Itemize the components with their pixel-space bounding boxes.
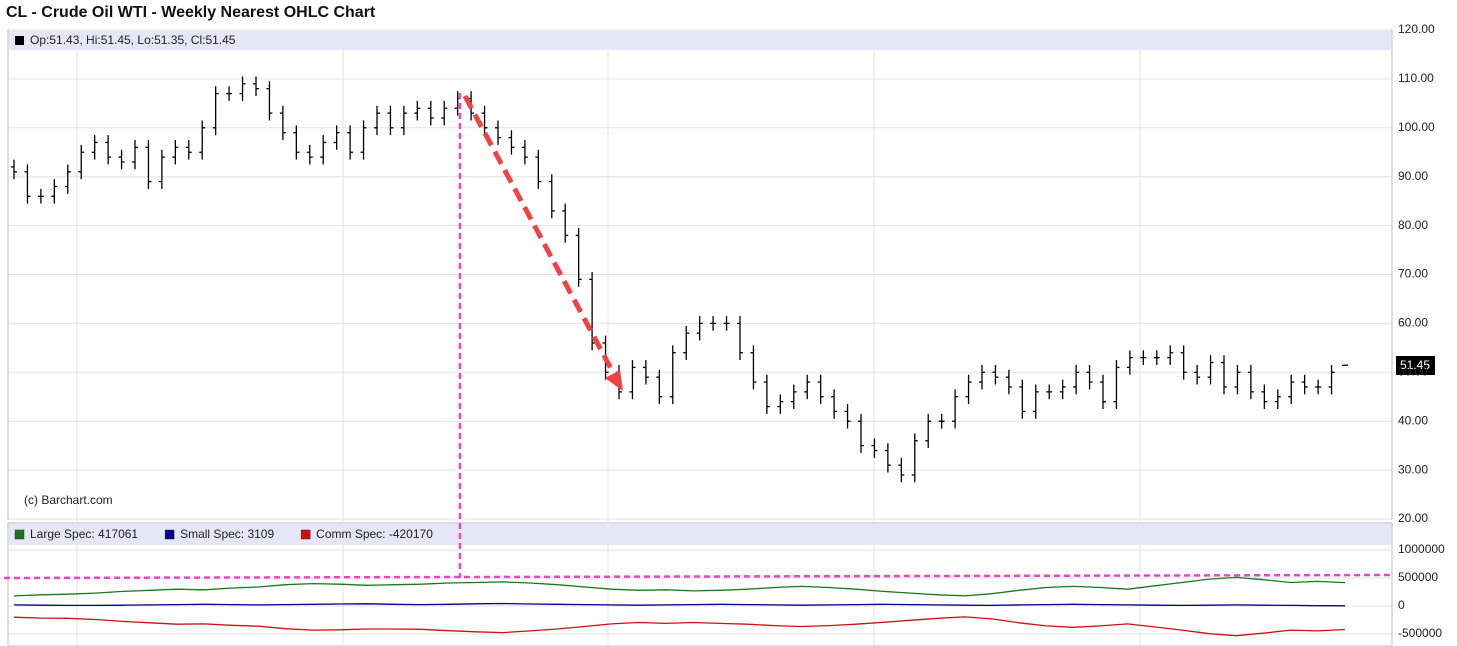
y-tick-label: 110.00 <box>1398 71 1434 85</box>
legend-swatch <box>300 529 311 540</box>
y-tick-label: -500000 <box>1398 626 1442 640</box>
annotations <box>3 93 1393 580</box>
legend-swatch <box>164 529 175 540</box>
y-tick-label: 30.00 <box>1398 462 1428 476</box>
annotation-arrow <box>462 94 618 378</box>
cot-line <box>13 576 1346 597</box>
y-tick-label: 40.00 <box>1398 413 1428 427</box>
cot-header <box>9 524 1391 545</box>
y-tick-label: 50.00 <box>1398 364 1428 378</box>
y-tick-label: 20.00 <box>1398 511 1428 525</box>
legend-label: Small Spec: 3109 <box>180 527 274 541</box>
cot-line <box>13 616 1346 637</box>
annotation-hline <box>3 573 1393 580</box>
cot-line <box>13 602 1346 607</box>
y-tick-label: 90.00 <box>1398 169 1428 183</box>
y-tick-label: 500000 <box>1398 570 1438 584</box>
y-tick-label: 120.00 <box>1398 22 1435 36</box>
y-tick-label: 70.00 <box>1398 267 1428 281</box>
y-tick-label: 60.00 <box>1398 316 1428 330</box>
ohlc-swatch <box>15 36 24 45</box>
annotation-arrowhead <box>605 370 623 391</box>
legend-swatch <box>14 529 25 540</box>
legend: Large Spec: 417061 Small Spec: 3109 Comm S… <box>14 527 433 541</box>
marks-layer <box>11 76 1348 637</box>
y-tick-label: 100.00 <box>1398 120 1435 134</box>
credit: (c) Barchart.com <box>24 493 113 507</box>
last-price-box <box>1396 356 1435 375</box>
time-grid <box>76 50 1141 646</box>
ohlc-label: Op:51.43, Hi:51.45, Lo:51.35, Cl:51.45 <box>30 33 236 47</box>
price-header <box>9 31 1391 50</box>
grid-layer <box>9 29 1391 635</box>
chart-title: CL - Crude Oil WTI - Weekly Nearest OHLC… <box>6 4 376 21</box>
y-tick-label: 80.00 <box>1398 218 1428 232</box>
y-tick-label: 1000000 <box>1398 542 1445 556</box>
legend-label: Comm Spec: -420170 <box>316 527 433 541</box>
legend-label: Large Spec: 417061 <box>30 527 138 541</box>
last-price: 51.45 <box>1400 358 1430 372</box>
y-tick-label: 0 <box>1398 598 1405 612</box>
